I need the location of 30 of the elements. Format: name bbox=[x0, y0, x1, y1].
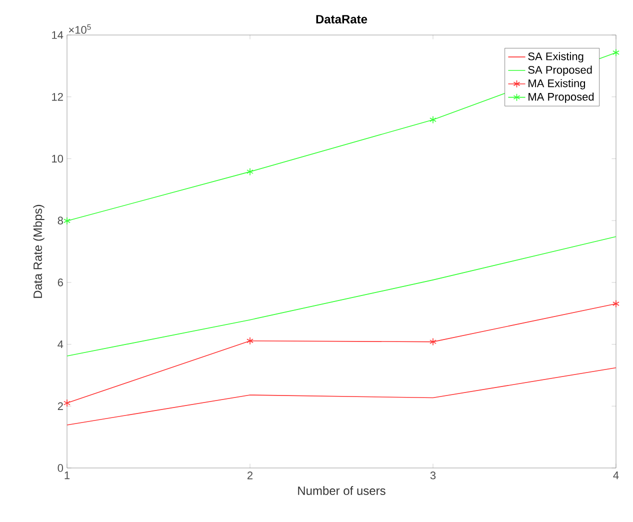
x-tick-label: 2 bbox=[247, 472, 253, 480]
point bbox=[64, 216, 70, 225]
y-tick-label: 10 bbox=[52, 154, 64, 163]
y-tick-label: 8 bbox=[58, 216, 63, 224]
line-series bbox=[66, 236, 616, 356]
chart-title: DataRate bbox=[316, 15, 368, 24]
y-tick-label: 6 bbox=[58, 278, 63, 286]
legend-label: SA Existing bbox=[528, 52, 584, 62]
point bbox=[246, 336, 254, 345]
y-tick-label: 14 bbox=[52, 31, 64, 39]
x-tick-label: 4 bbox=[613, 472, 619, 480]
point bbox=[612, 300, 620, 308]
x-axis-title: Number of users bbox=[298, 486, 386, 495]
text: ×10$^{5}$ bbox=[68, 24, 91, 34]
y-tick-label: 12 bbox=[52, 93, 63, 101]
y-tick-label: 0 bbox=[58, 464, 64, 472]
point bbox=[64, 399, 70, 407]
y-tick-label: 4 bbox=[58, 340, 64, 348]
point bbox=[246, 168, 254, 176]
legend-label: MA Proposed bbox=[528, 92, 594, 103]
point bbox=[430, 338, 436, 346]
point bbox=[430, 116, 436, 124]
x-tick-label: 1 bbox=[64, 472, 70, 480]
point bbox=[612, 48, 620, 57]
x-tick-label: 3 bbox=[430, 472, 436, 480]
y-axis-title: Data Rate (Mbps) bbox=[33, 204, 44, 298]
legend-label: SA Proposed bbox=[528, 66, 592, 76]
y-tick-label: 2 bbox=[58, 402, 63, 410]
line-series bbox=[66, 367, 616, 426]
legend-label: MA Existing bbox=[528, 79, 586, 90]
